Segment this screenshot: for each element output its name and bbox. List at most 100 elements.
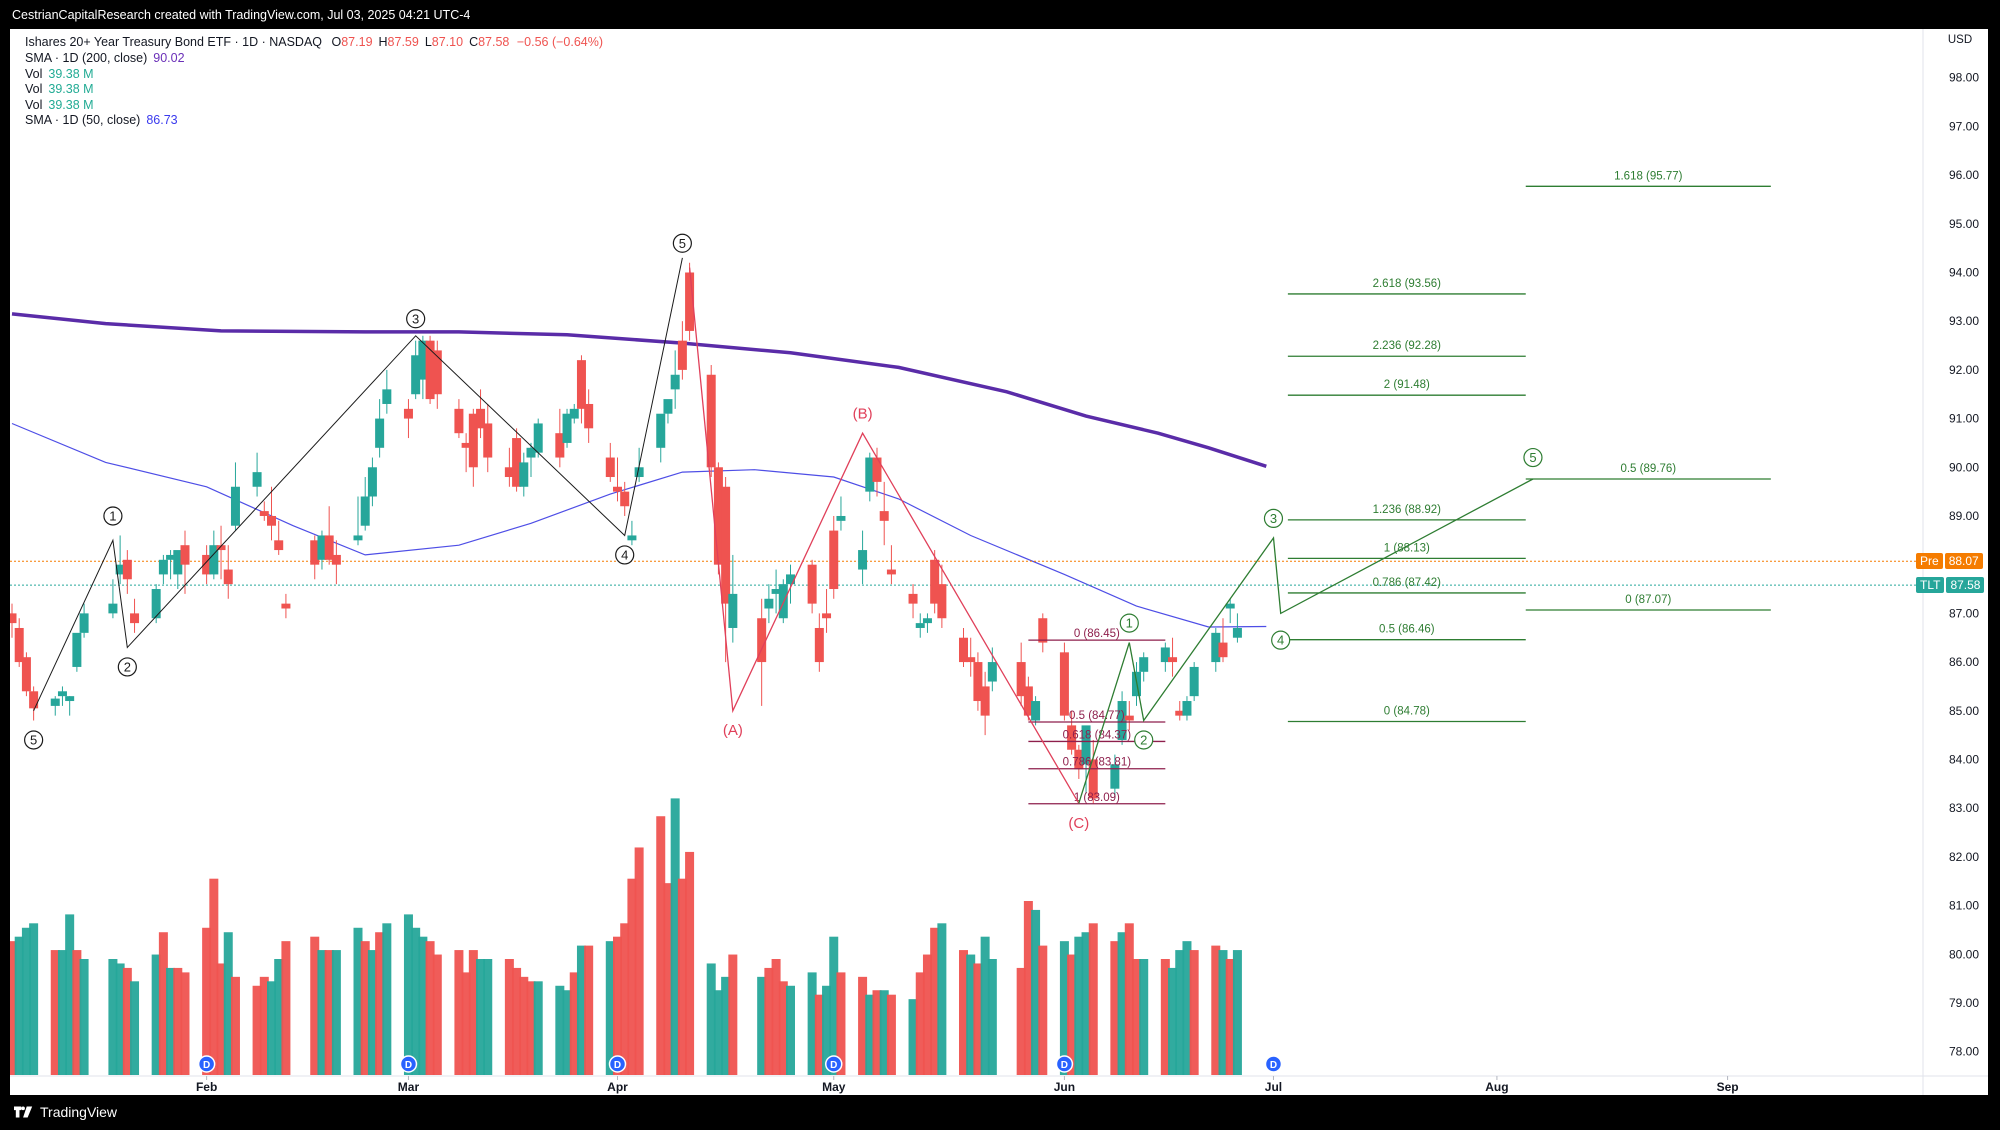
candle <box>836 496 846 531</box>
indicator-row[interactable]: SMA · 1D (200, close) 90.02 <box>25 51 185 65</box>
fib-green-label: 1 (88.13) <box>1384 542 1430 554</box>
fib-red-label: 0.786 (83.81) <box>1063 757 1132 769</box>
ohlc-o: O87.19 <box>331 35 373 49</box>
volume-bar <box>879 990 889 1075</box>
y-tick-label: 80.00 <box>1949 947 1979 961</box>
elliott-wave-new-impulse <box>1078 478 1534 804</box>
volume-bar <box>1232 950 1242 1075</box>
dividend-letter: D <box>203 1060 210 1071</box>
candle <box>79 603 89 638</box>
candle <box>778 579 788 624</box>
volume-bar <box>1110 941 1120 1075</box>
candle-body <box>663 399 673 414</box>
wave-label-text: 4 <box>621 547 628 562</box>
dividend-marker: D <box>825 1055 843 1073</box>
volume-bar <box>259 976 269 1075</box>
candle-body <box>274 540 284 551</box>
volume-bar <box>324 950 334 1075</box>
volume-bar <box>483 959 493 1075</box>
candle <box>713 462 723 575</box>
candle <box>922 613 932 633</box>
price-tag-pre: Pre 88.07 <box>1916 553 1983 570</box>
indicator-row[interactable]: SMA · 1D (50, close) 86.73 <box>25 113 178 127</box>
candle-body <box>656 413 666 448</box>
volume-bar <box>1189 950 1199 1075</box>
volume-bar <box>627 878 637 1075</box>
candle <box>930 550 940 614</box>
y-tick-label: 98.00 <box>1949 71 1979 85</box>
candle-body <box>713 467 723 565</box>
candle-body <box>786 574 795 585</box>
y-tick-label: 81.00 <box>1949 899 1979 913</box>
candle-body <box>202 554 212 575</box>
indicator-row[interactable]: Vol 39.38 M <box>25 82 94 96</box>
candle <box>259 501 269 521</box>
sma200-line <box>11 312 1267 468</box>
candle-body <box>822 613 832 619</box>
candle <box>432 340 442 409</box>
candle-body <box>418 340 428 380</box>
candle <box>1175 701 1185 721</box>
indicator-row[interactable]: Vol 39.38 M <box>25 98 94 112</box>
volume-bar <box>173 967 183 1075</box>
candle-body <box>267 515 276 526</box>
candle <box>1059 642 1069 721</box>
candle <box>1016 642 1026 706</box>
candle-body <box>706 374 716 468</box>
volume-bar <box>65 914 75 1075</box>
volume-bar <box>1175 950 1185 1075</box>
chart-panel[interactable]: USD 78.00 79.00 80.00 81.00 82.00 83.00 84.00 85… <box>10 29 1988 1095</box>
wave-label-circle <box>1263 508 1284 529</box>
candle-body <box>627 535 637 541</box>
indicator-label: SMA · 1D (200, close) <box>25 51 148 65</box>
fib-projection-label: 1.618 (95.77) <box>1614 170 1683 182</box>
candle <box>822 589 832 633</box>
candle <box>1182 696 1192 721</box>
wave-label-circle <box>406 309 426 329</box>
volume-bar <box>108 959 118 1075</box>
fib-projection-label: 0 (87.07) <box>1625 594 1671 606</box>
volume-bar <box>403 914 413 1075</box>
candle <box>807 559 817 614</box>
candle-body <box>915 623 925 628</box>
wave-label: 2 <box>117 657 137 677</box>
wave-label: (C) <box>1068 815 1089 832</box>
price-chart[interactable]: USD 78.00 79.00 80.00 81.00 82.00 83.00 84.00 85… <box>10 29 1988 1095</box>
candle <box>1232 613 1242 643</box>
tradingview-logo-icon <box>14 1106 34 1118</box>
candle <box>937 564 947 628</box>
wave-label-text: 5 <box>30 732 37 747</box>
candle-body <box>886 569 896 575</box>
candle <box>959 627 968 667</box>
volume-bar <box>613 936 622 1075</box>
indicator-row[interactable]: Vol 39.38 M <box>25 67 94 81</box>
candle-body <box>1038 618 1048 643</box>
candle <box>584 389 594 443</box>
y-tick-label: 94.00 <box>1949 265 1979 279</box>
candle <box>1218 618 1228 663</box>
candle-body <box>987 662 997 682</box>
dividend-circle <box>825 1055 843 1073</box>
wave-label-circle <box>24 730 44 750</box>
dividend-letter: D <box>1270 1060 1277 1071</box>
fib-green-label: 2.618 (93.56) <box>1373 278 1442 290</box>
y-tick-label: 87.00 <box>1949 606 1979 620</box>
candle-body <box>757 618 767 663</box>
candle <box>973 652 983 711</box>
candle-body <box>605 457 615 478</box>
candle-body <box>331 554 341 565</box>
candle <box>879 481 889 546</box>
candle-body <box>533 423 543 453</box>
candle-body <box>21 657 31 692</box>
volume-bar <box>908 999 918 1075</box>
volume-bar <box>50 950 60 1075</box>
volume-bar <box>57 950 67 1075</box>
dividend-circle <box>1264 1055 1283 1073</box>
candle <box>656 413 666 463</box>
volume-bar <box>829 936 839 1075</box>
volume-bar <box>973 963 983 1075</box>
ohlc-h: H87.59 <box>378 35 419 49</box>
volume-bar <box>663 883 673 1075</box>
volume-bar <box>418 936 428 1075</box>
volume-bar <box>677 878 687 1075</box>
